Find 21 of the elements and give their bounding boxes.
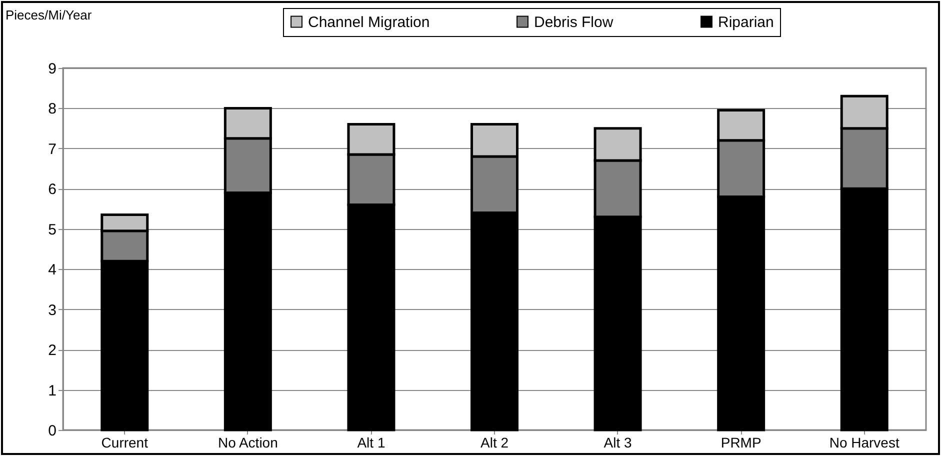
x-tick-label: Alt 2	[480, 434, 509, 450]
y-tick-label: 4	[48, 262, 56, 279]
x-tick-label: Alt 3	[604, 434, 632, 450]
y-tick-label: 7	[48, 140, 56, 158]
legend-label: Debris Flow	[534, 14, 614, 31]
y-tick-label: 5	[48, 221, 56, 238]
x-tick-label: No Harvest	[829, 434, 900, 450]
y-tick-label: 9	[48, 60, 56, 78]
y-tick-label: 0	[48, 422, 56, 440]
y-axis-title: Pieces/Mi/Year	[6, 8, 92, 22]
legend-label: Riparian	[718, 14, 774, 31]
y-tick-label: 8	[48, 100, 56, 118]
x-tick-label: No Action	[218, 434, 278, 450]
y-tick-label: 3	[48, 302, 56, 319]
legend-label: Channel Migration	[308, 14, 430, 31]
y-tick-label: 2	[48, 342, 56, 360]
x-tick-label: Current	[101, 434, 148, 450]
x-tick-label: Alt 1	[357, 434, 386, 450]
y-tick-label: 6	[48, 181, 56, 198]
x-tick-label: PRMP	[720, 434, 762, 450]
y-tick-label: 1	[48, 382, 56, 400]
